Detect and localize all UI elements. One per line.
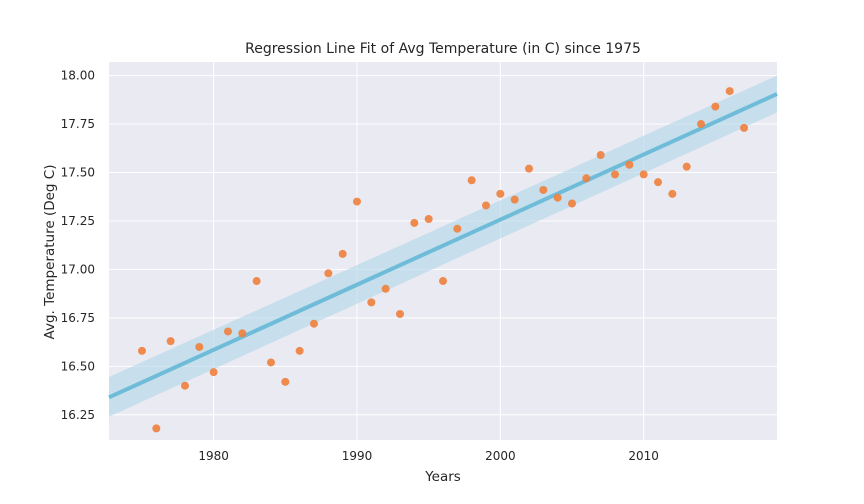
data-point [625,160,634,169]
data-point [510,195,519,204]
data-point [611,170,620,179]
data-point [467,176,476,185]
data-point [711,102,720,111]
chart-title: Regression Line Fit of Avg Temperature (… [245,41,641,57]
data-point [496,189,505,198]
y-tick-labels: 16.25 16.50 16.75 17.00 17.25 17.50 17.75 18.00 [61,69,95,422]
grid-lines [109,62,777,440]
y-tick-label: 16.75 [61,311,95,325]
data-point [381,284,390,293]
data-point [295,346,304,355]
data-point [137,346,146,355]
x-tick-label: 2000 [485,449,516,463]
data-point [453,224,462,233]
y-tick-label: 17.00 [61,262,95,276]
data-point [725,87,734,96]
data-point [740,123,749,132]
x-tick-label: 1980 [198,449,229,463]
data-point [266,358,275,367]
data-point [367,298,376,307]
regression-line [108,92,778,400]
data-point [338,249,347,258]
data-point [439,277,447,286]
y-tick-label: 17.25 [61,214,95,228]
data-point [252,277,261,286]
x-tick-label: 2010 [628,449,659,463]
data-point [525,164,534,173]
data-point [639,170,648,179]
y-tick-label: 17.50 [61,165,95,179]
data-point [697,120,706,129]
data-point [324,269,333,278]
data-point [596,151,605,160]
data-point [410,218,419,227]
data-point [281,377,290,386]
data-point [180,381,189,390]
data-point [539,185,548,194]
y-tick-label: 16.50 [61,359,95,373]
data-point [166,337,175,346]
data-point [682,162,691,171]
data-point [553,193,562,202]
x-tick-labels: 1980 1990 2000 2010 [198,449,659,463]
data-point [568,199,577,208]
data-point [482,201,491,210]
data-points [137,87,749,433]
data-point [209,368,218,377]
y-tick-label: 17.75 [61,117,95,131]
data-point [424,215,433,224]
y-tick-label: 18.00 [61,69,95,83]
data-point [668,189,677,198]
x-axis-label: Years [424,469,461,485]
data-point [238,329,247,338]
data-point [309,319,318,328]
y-axis-label: Avg. Temperature (Deg C) [42,165,58,340]
data-point [582,174,591,183]
data-point [654,178,663,187]
data-point [152,424,161,433]
x-tick-label: 1990 [342,449,373,463]
data-point [395,310,404,318]
data-point [223,327,232,336]
data-point [352,197,361,206]
data-point [195,342,204,351]
y-tick-label: 16.25 [61,408,95,422]
